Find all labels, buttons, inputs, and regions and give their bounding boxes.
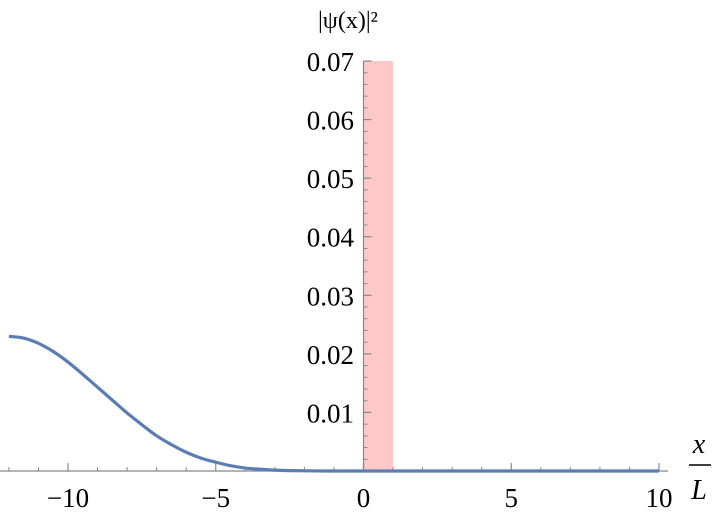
barrier-region [363, 61, 394, 471]
x-tick-label: 0 [357, 483, 371, 513]
series-layer [8, 334, 659, 473]
y-axis-label: |ψ(x)|² [318, 8, 378, 34]
x-axis-label-denominator: L [690, 475, 707, 506]
y-tick-label: 0.03 [307, 281, 354, 311]
x-axis-label-numerator: x [692, 429, 706, 460]
barrier-rect [363, 61, 394, 471]
y-tick-label: 0.02 [307, 340, 354, 370]
y-tick-label: 0.07 [307, 47, 354, 77]
x-tick-label: −5 [201, 483, 230, 513]
y-tick-label: 0.01 [307, 398, 354, 428]
y-tick-label: 0.05 [307, 164, 354, 194]
y-tick-label: 0.06 [307, 106, 354, 136]
x-tick-label: 5 [505, 483, 519, 513]
x-tick-label: −10 [47, 483, 89, 513]
series-line [8, 334, 659, 473]
tick-labels: −10 −5 0 5 10 0.01 0.02 0.03 0.04 0.05 0.06 0.07 [47, 47, 673, 513]
y-tick-label: 0.04 [307, 223, 355, 253]
x-tick-label: 10 [646, 483, 673, 513]
